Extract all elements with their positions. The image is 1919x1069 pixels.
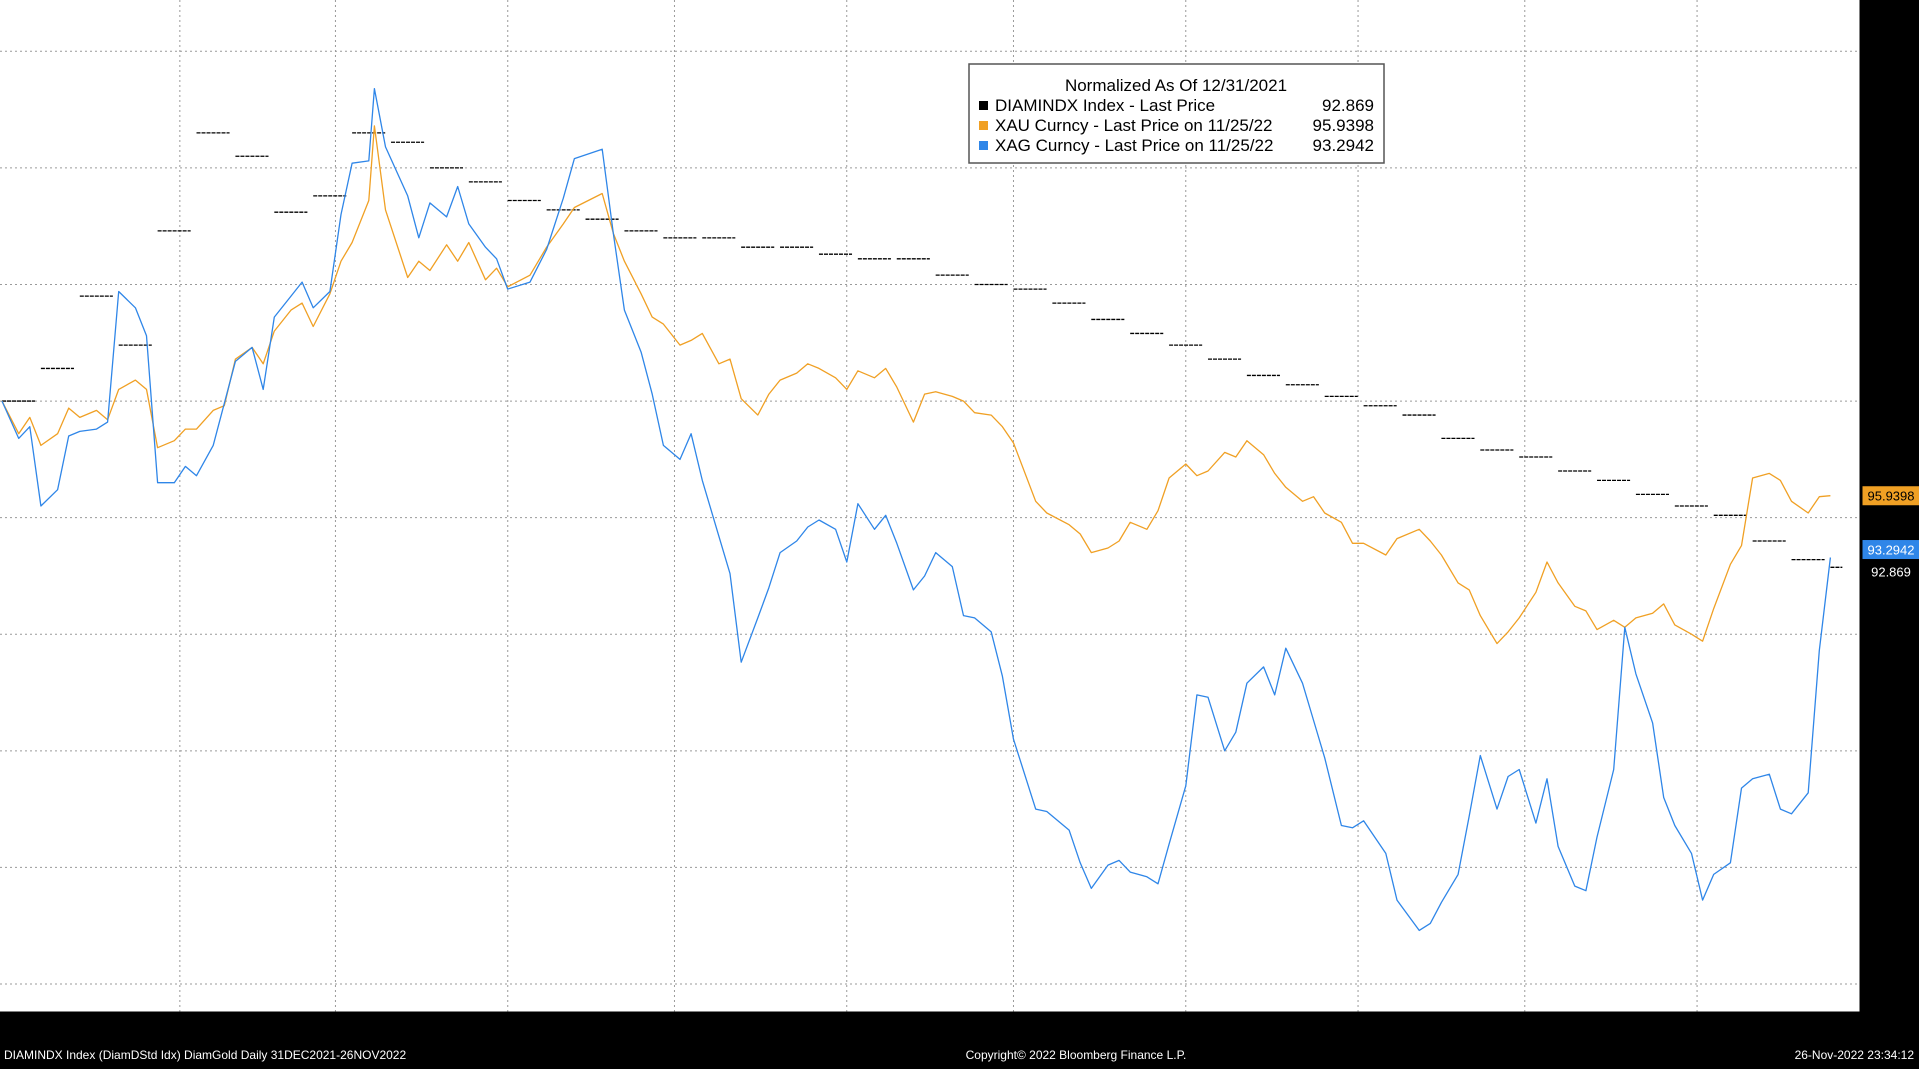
- x-tick-label: Feb: [247, 1016, 268, 1030]
- legend-title: Normalized As Of 12/31/2021: [1065, 76, 1287, 95]
- legend-swatch: [979, 141, 988, 150]
- y-tick-label: 115: [1868, 44, 1887, 58]
- plot-area: [0, 0, 1860, 1012]
- legend-label: XAG Curncy - Last Price on 11/25/22: [995, 136, 1273, 155]
- x-tick-label: Jun: [920, 1016, 939, 1030]
- footer-left-text: DIAMINDX Index (DiamDStd Idx) DiamGold D…: [4, 1048, 406, 1062]
- x-tick-label: Sep: [1431, 1016, 1453, 1030]
- legend-label: XAU Curncy - Last Price on 11/25/22: [995, 116, 1273, 135]
- x-tick-label: May: [749, 1016, 772, 1030]
- y-tick-label: 105: [1868, 277, 1888, 291]
- y-tick-label: 85: [1868, 744, 1882, 758]
- y-tick-label: 100: [1868, 394, 1888, 408]
- y-tick-label: 95: [1868, 511, 1882, 525]
- legend-value: 93.2942: [1313, 136, 1374, 155]
- legend-swatch: [979, 121, 988, 130]
- x-tick-label: Apr: [582, 1016, 601, 1030]
- footer-timestamp: 26-Nov-2022 23:34:12: [1795, 1048, 1915, 1062]
- legend: Normalized As Of 12/31/2021 DIAMINDX Ind…: [969, 64, 1384, 163]
- x-tick-label: Nov: [1756, 1016, 1777, 1030]
- x-tick-label: Aug: [1261, 1016, 1282, 1030]
- x-tick-label: Jan: [84, 1016, 103, 1030]
- last-value-tag-text: 95.9398: [1868, 489, 1915, 504]
- y-tick-label: 110: [1868, 161, 1887, 175]
- last-value-tag-text: 92.869: [1871, 564, 1911, 579]
- footer-copyright: Copyright© 2022 Bloomberg Finance L.P.: [966, 1048, 1187, 1062]
- x-tick-label: Oct: [1602, 1016, 1621, 1030]
- legend-value: 95.9398: [1313, 116, 1374, 135]
- y-tick-label: 80: [1868, 860, 1882, 874]
- legend-swatch: [979, 101, 988, 110]
- legend-value: 92.869: [1322, 96, 1374, 115]
- y-tick-label: 75: [1868, 977, 1882, 991]
- x-year-label: 2022: [917, 1031, 944, 1045]
- last-value-tag-text: 93.2942: [1868, 543, 1915, 558]
- x-tick-label: Jul: [1092, 1016, 1107, 1030]
- legend-label: DIAMINDX Index - Last Price: [995, 96, 1215, 115]
- y-tick-label: 90: [1868, 627, 1882, 641]
- x-tick-label: Mar: [411, 1016, 432, 1030]
